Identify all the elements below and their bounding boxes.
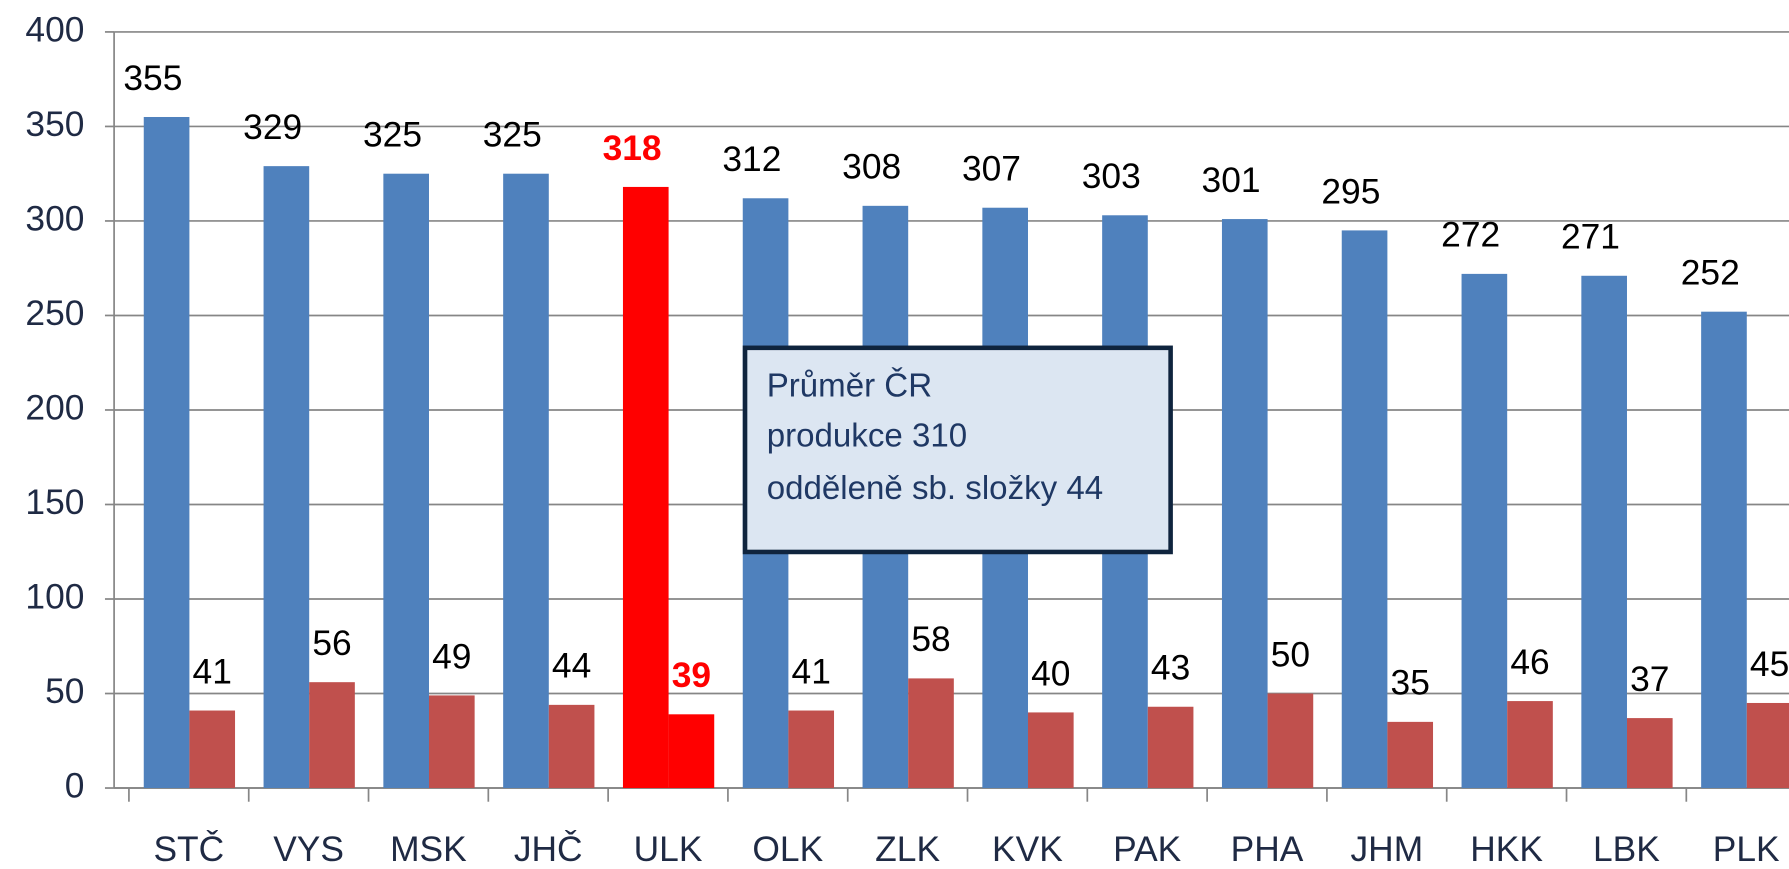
x-tick-label: OLK — [752, 830, 823, 869]
y-tick-label: 400 — [25, 10, 84, 49]
x-tick-label: ZLK — [875, 830, 940, 869]
data-label: 56 — [312, 624, 351, 663]
x-tick-label: LBK — [1593, 830, 1660, 869]
x-tick-label: JHČ — [514, 830, 583, 869]
y-tick-label: 0 — [65, 766, 85, 805]
data-label: 325 — [363, 116, 422, 155]
annotation-line: odděleně sb. složky 44 — [767, 470, 1103, 507]
bar — [428, 695, 475, 789]
bar — [1027, 712, 1074, 789]
annotation-line: produkce 310 — [767, 418, 967, 455]
bar — [309, 682, 355, 789]
x-tick-label: KVK — [992, 830, 1063, 869]
bar — [668, 714, 715, 789]
data-label: 272 — [1441, 216, 1500, 255]
x-tick-label: VYS — [273, 830, 344, 869]
x-tick-label: PAK — [1113, 830, 1182, 869]
data-label: 44 — [552, 647, 591, 686]
x-tick-label: ULK — [634, 830, 703, 869]
data-label: 271 — [1561, 218, 1620, 257]
x-tick-label: HKK — [1470, 830, 1543, 869]
y-tick-label: 300 — [25, 199, 84, 238]
data-label: 301 — [1202, 161, 1261, 200]
data-label: 49 — [432, 637, 471, 676]
bar — [1701, 311, 1747, 789]
data-label: 35 — [1391, 664, 1430, 703]
data-label: 41 — [193, 652, 232, 691]
bar — [1461, 273, 1508, 789]
data-label: 252 — [1681, 254, 1740, 293]
data-label: 46 — [1510, 643, 1549, 682]
y-tick-label: 350 — [25, 105, 84, 144]
y-tick-label: 150 — [25, 483, 84, 522]
data-label: 39 — [672, 656, 711, 695]
data-label: 318 — [603, 129, 662, 168]
bar — [622, 186, 669, 789]
data-label: 295 — [1321, 172, 1380, 211]
bar — [143, 116, 190, 789]
x-tick-label: STČ — [153, 830, 224, 869]
x-tick-label: PHA — [1231, 830, 1304, 869]
bar — [1387, 721, 1434, 789]
data-label: 312 — [722, 140, 781, 179]
bar — [503, 173, 549, 789]
data-label: 37 — [1630, 660, 1669, 699]
bar — [1507, 701, 1553, 789]
y-tick-label: 250 — [25, 294, 84, 333]
annotation: Průměr ČR produkce 310 odděleně sb. slož… — [742, 345, 1173, 555]
data-label: 303 — [1082, 157, 1141, 196]
data-label: 50 — [1271, 635, 1310, 674]
bar — [788, 710, 835, 789]
annotation-box — [742, 345, 1173, 555]
data-label: 355 — [123, 59, 182, 98]
data-label: 41 — [792, 652, 831, 691]
data-label: 43 — [1151, 649, 1190, 688]
bar — [383, 173, 429, 789]
x-tick-label: MSK — [390, 830, 467, 869]
y-tick-label: 100 — [25, 577, 84, 616]
bar — [1746, 702, 1789, 789]
bar — [1147, 706, 1194, 789]
bar — [1221, 219, 1268, 789]
y-tick-label: 50 — [45, 672, 84, 711]
annotation-line: Průměr ČR — [767, 366, 932, 404]
data-label: 45 — [1750, 645, 1789, 684]
bar — [263, 166, 310, 789]
data-label: 307 — [962, 150, 1021, 189]
bar — [189, 710, 236, 789]
data-label: 40 — [1031, 654, 1070, 693]
bar — [908, 678, 954, 789]
x-tick-label: PLK — [1713, 830, 1780, 869]
bar — [1581, 275, 1627, 789]
data-label: 58 — [911, 620, 950, 659]
x-tick-label: JHM — [1350, 830, 1423, 869]
bar — [1626, 718, 1673, 789]
bar — [548, 704, 595, 789]
data-label: 329 — [243, 108, 302, 147]
y-tick-label: 200 — [25, 388, 84, 427]
data-label: 308 — [842, 148, 901, 187]
bar — [1267, 693, 1314, 789]
bar — [1341, 230, 1388, 789]
data-label: 325 — [483, 116, 542, 155]
